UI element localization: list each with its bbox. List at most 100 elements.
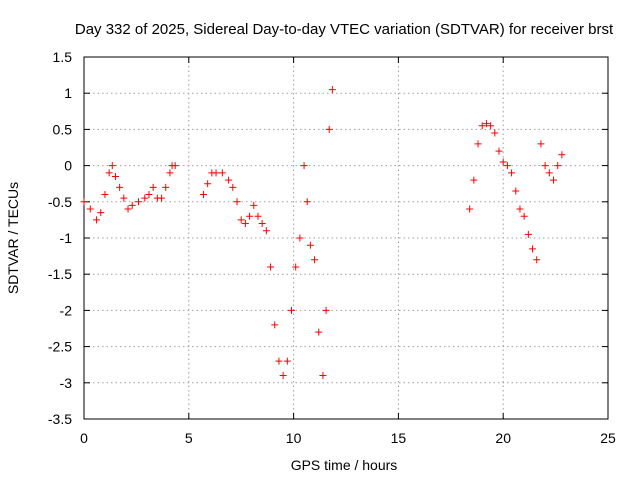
y-tick-label: -0.5: [48, 194, 72, 210]
chart-title: Day 332 of 2025, Sidereal Day-to-day VTE…: [75, 21, 614, 38]
data-point: [482, 120, 490, 128]
y-tick-label: -2: [60, 302, 73, 318]
x-tick-label: 25: [600, 430, 616, 446]
data-point: [474, 140, 482, 148]
data-points: [80, 86, 566, 380]
data-point: [134, 198, 142, 206]
data-point: [145, 191, 153, 199]
data-point: [149, 183, 157, 191]
data-point: [487, 122, 495, 130]
data-point: [550, 176, 558, 184]
data-point: [499, 158, 507, 166]
data-point: [204, 180, 212, 188]
data-point: [199, 191, 207, 199]
x-tick-label: 5: [185, 430, 193, 446]
data-point: [267, 263, 275, 271]
data-point: [166, 169, 174, 177]
data-point: [271, 321, 279, 329]
data-point: [105, 169, 113, 177]
data-point: [311, 256, 319, 264]
data-point: [491, 129, 499, 137]
data-point: [288, 306, 296, 314]
data-point: [512, 187, 520, 195]
series-segment-2: [199, 86, 336, 380]
data-point: [466, 205, 474, 213]
data-point: [120, 194, 128, 202]
y-tick-label: 1.5: [53, 49, 73, 65]
data-point: [303, 198, 311, 206]
data-point: [218, 169, 226, 177]
data-point: [233, 198, 241, 206]
data-point: [325, 125, 333, 133]
data-point: [503, 162, 511, 170]
data-point: [537, 140, 545, 148]
data-point: [124, 205, 132, 213]
grid: [84, 57, 608, 419]
data-point: [516, 205, 524, 213]
data-point: [128, 201, 136, 209]
data-point: [116, 183, 124, 191]
data-point: [171, 162, 179, 170]
y-tick-label: 0: [64, 158, 72, 174]
data-point: [258, 220, 266, 228]
data-point: [558, 151, 566, 159]
x-tick-label: 0: [80, 430, 88, 446]
data-point: [319, 372, 327, 380]
data-point: [225, 176, 233, 184]
data-point: [545, 169, 553, 177]
data-point: [520, 212, 528, 220]
data-point: [237, 216, 245, 224]
data-point: [315, 328, 323, 336]
y-tick-label: -3.5: [48, 411, 72, 427]
series-segment-3: [466, 120, 566, 264]
data-point: [158, 194, 166, 202]
data-point: [275, 357, 283, 365]
data-point: [212, 169, 220, 177]
data-point: [470, 176, 478, 184]
data-point: [241, 220, 249, 228]
data-point: [554, 162, 562, 170]
data-point: [101, 191, 109, 199]
data-point: [108, 162, 116, 170]
data-point: [495, 147, 503, 155]
data-point: [300, 162, 308, 170]
data-point: [508, 169, 516, 177]
x-tick-label: 10: [286, 430, 302, 446]
data-point: [141, 194, 149, 202]
x-tick-label: 20: [495, 430, 511, 446]
x-tick-label: 15: [391, 430, 407, 446]
y-tick-label: 1: [64, 85, 72, 101]
data-point: [328, 86, 336, 94]
data-point: [283, 357, 291, 365]
data-point: [250, 201, 258, 209]
data-point: [279, 372, 287, 380]
data-point: [292, 263, 300, 271]
data-point: [229, 183, 237, 191]
data-point: [524, 230, 532, 238]
data-point: [86, 205, 94, 213]
data-point: [262, 227, 270, 235]
data-point: [541, 162, 549, 170]
y-tick-label: 0.5: [53, 121, 73, 137]
y-tick-label: -1: [60, 230, 73, 246]
data-point: [111, 172, 119, 180]
data-point: [246, 212, 254, 220]
data-point: [306, 241, 314, 249]
x-axis-label: GPS time / hours: [291, 457, 398, 473]
data-point: [254, 212, 262, 220]
data-point: [533, 256, 541, 264]
y-tick-label: -3: [60, 375, 73, 391]
y-tick-label: -2.5: [48, 339, 72, 355]
y-tick-label: -1.5: [48, 266, 72, 282]
data-point: [93, 216, 101, 224]
data-point: [162, 183, 170, 191]
data-point: [478, 122, 486, 130]
data-point: [97, 209, 105, 217]
series-segment-1: [80, 162, 179, 224]
axis-ticks: 0 5 10 15 20 25 -3.5 -3 -2.5 -2 -1.5 -1 -0.5 0 0.5 1 1.5: [48, 49, 616, 446]
data-point: [322, 306, 330, 314]
y-axis-label: SDTVAR / TECUs: [5, 182, 21, 294]
data-point: [296, 234, 304, 242]
data-point: [529, 245, 537, 253]
